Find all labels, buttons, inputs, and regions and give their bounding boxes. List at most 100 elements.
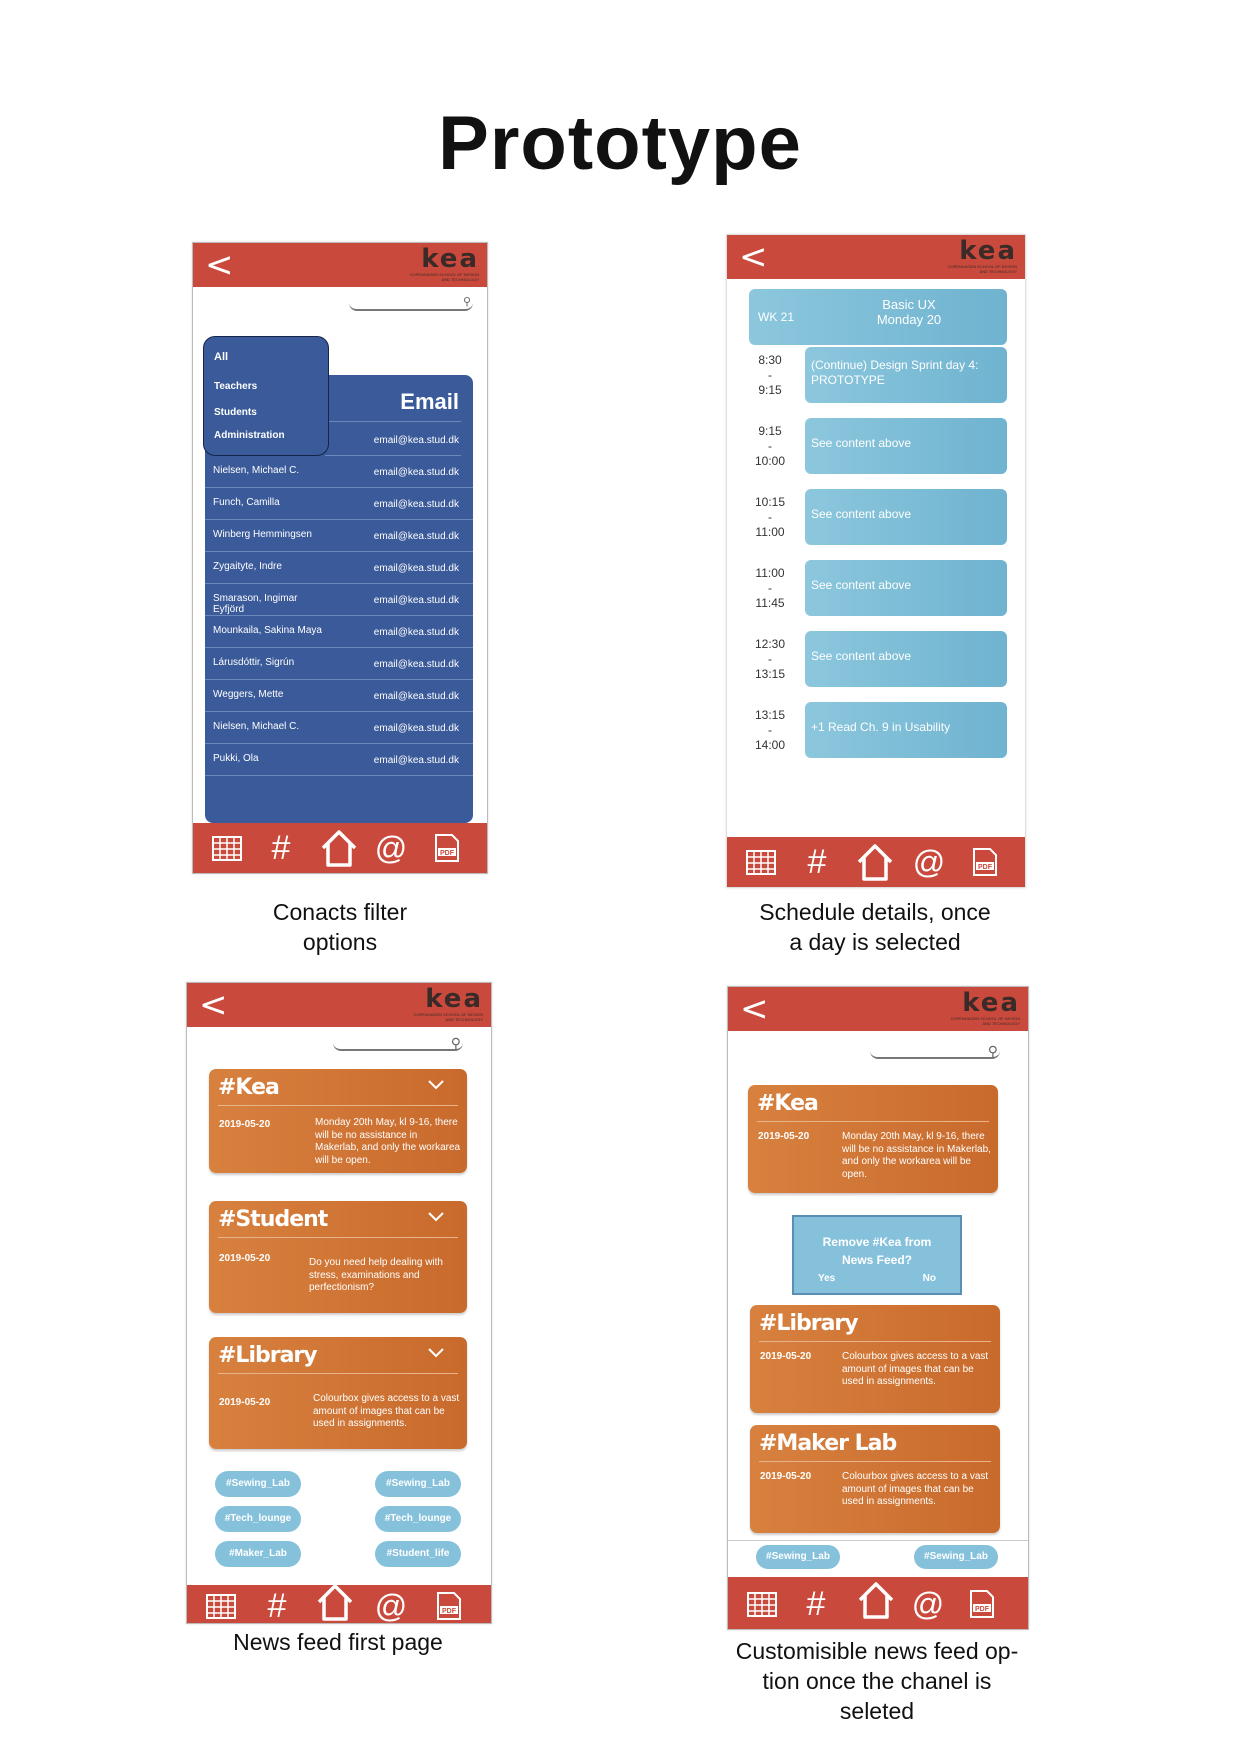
contact-row[interactable]: Winberg Hemmingsen email@kea.stud.dk [205,519,473,552]
contact-email[interactable]: email@kea.stud.dk [373,467,459,478]
news-card[interactable]: #Student 2019-05-20 Do you need help deali… [209,1201,467,1313]
schedule-slot[interactable]: (Continue) Design Sprint day 4: PROTOTYP… [805,347,1007,403]
contact-row[interactable]: Smarason, Ingimar Eyfjörd email@kea.stud.… [205,583,473,616]
svg-text:PDF: PDF [975,1606,990,1613]
news-card[interactable]: #Kea 2019-05-20 Monday 20th May, kl 9-16, … [209,1069,467,1173]
day-label: Monday 20 [876,312,942,327]
contact-email[interactable]: email@kea.stud.dk [373,723,459,734]
contact-row[interactable]: Nielsen, Michael C. email@kea.stud.dk [205,711,473,744]
contact-name: Zygaityte, Indre [213,561,282,572]
search-input[interactable]: ⚲ [333,1035,463,1051]
hashtag-chip[interactable]: #Sewing_Lab [215,1471,301,1497]
svg-text:PDF: PDF [978,864,993,871]
hashtag-chip[interactable]: #Student_life [375,1541,461,1567]
news-card[interactable]: #Maker Lab 2019-05-20 Colourbox gives acce… [750,1425,1000,1533]
filter-all[interactable]: All [214,351,229,363]
slot-start: 9:15 [758,424,782,438]
contact-row[interactable]: Weggers, Mette email@kea.stud.dk [205,679,473,712]
contact-row[interactable]: Lárusdóttir, Sigrún email@kea.stud.dk [205,647,473,680]
page-title: Prototype [438,101,802,186]
dialog-no-button[interactable]: No [922,1273,936,1284]
home-icon[interactable] [317,829,361,867]
back-icon[interactable]: < [205,245,234,285]
caption-custom-feed: Customisible news feed op-tion once the … [735,1638,1019,1724]
home-icon[interactable] [853,843,897,881]
dialog-yes-button[interactable]: Yes [818,1273,836,1284]
schedule-slot[interactable]: +1 Read Ch. 9 in Usability [805,702,1007,758]
contact-email[interactable]: email@kea.stud.dk [373,627,459,638]
schedule-slot[interactable]: See content above [805,560,1007,616]
contact-row[interactable]: Funch, Camilla email@kea.stud.dk [205,487,473,520]
filter-students[interactable]: Students [214,407,257,418]
hashtag-chip[interactable]: #Sewing_Lab [756,1545,840,1569]
filter-administration[interactable]: Administration [214,430,285,441]
top-bar: < kea Copenhagen School of Design and Te… [728,987,1028,1031]
back-icon[interactable]: < [199,985,228,1025]
search-input[interactable]: ⚲ [349,295,473,311]
search-input[interactable]: ⚲ [870,1043,1000,1059]
news-card[interactable]: #Library 2019-05-20 Colourbox gives access… [209,1337,467,1449]
pdf-icon[interactable]: PDF [431,1587,467,1623]
hashtag-chip[interactable]: #Sewing_Lab [914,1545,998,1569]
chevron-down-icon[interactable] [427,1343,445,1364]
hashtag-chip[interactable]: #Tech_lounge [215,1506,301,1532]
calendar-icon[interactable] [209,829,245,867]
filter-teachers[interactable]: Teachers [214,381,258,392]
schedule-slot[interactable]: See content above [805,631,1007,687]
course-label: Basic UX [882,297,936,312]
contact-name: Lárusdóttir, Sigrún [213,657,295,668]
hashtag-icon[interactable]: # [271,828,291,867]
news-card[interactable]: #Kea 2019-05-20 Monday 20th May, kl 9-16, … [748,1085,998,1193]
hashtag-chip[interactable]: #Sewing_Lab [375,1471,461,1497]
hashtag-icon[interactable]: # [807,842,827,881]
divider [759,1461,991,1462]
contact-email[interactable]: email@kea.stud.dk [373,563,459,574]
at-icon[interactable]: @ [911,1585,945,1622]
news-channel-title: #Kea [757,1091,819,1116]
slot-dash: - [768,368,772,382]
contact-email[interactable]: email@kea.stud.dk [373,691,459,702]
contact-row[interactable]: Nielsen, Michael C. email@kea.stud.dk [205,455,473,488]
contact-email[interactable]: email@kea.stud.dk [373,595,459,606]
slot-end: 11:00 [755,525,785,539]
chevron-down-icon[interactable] [427,1075,445,1096]
home-icon[interactable] [313,1583,357,1621]
news-card[interactable]: #Library 2019-05-20 Colourbox gives access… [750,1305,1000,1413]
slot-time: 11:00-11:45 [745,566,795,611]
schedule-slot[interactable]: See content above [805,489,1007,545]
home-icon[interactable] [854,1581,898,1619]
hashtag-chip[interactable]: #Tech_lounge [375,1506,461,1532]
contact-row[interactable]: Pukki, Ola email@kea.stud.dk [205,743,473,776]
calendar-icon[interactable] [744,1585,780,1623]
pdf-icon[interactable]: PDF [964,1585,1000,1623]
dialog-question-line2: News Feed? [841,1253,913,1267]
calendar-icon[interactable] [743,843,779,881]
at-icon[interactable]: @ [374,829,408,866]
pdf-icon[interactable]: PDF [429,829,465,867]
back-icon[interactable]: < [740,989,769,1029]
calendar-icon[interactable] [203,1587,239,1623]
slot-end: 9:15 [758,383,782,397]
contact-name: Weggers, Mette [213,689,284,700]
hashtag-chip[interactable]: #Maker_Lab [215,1541,301,1567]
at-icon[interactable]: @ [912,843,946,880]
contact-row[interactable]: Zygaityte, Indre email@kea.stud.dk [205,551,473,584]
kea-logo: kea Copenhagen School of Design and Tech… [409,244,479,282]
at-icon[interactable]: @ [374,1587,408,1624]
schedule-day-header[interactable]: WK 21 Basic UX Monday 20 [749,289,1007,345]
contact-email[interactable]: email@kea.stud.dk [373,755,459,766]
contact-email[interactable]: email@kea.stud.dk [373,659,459,670]
contact-email[interactable]: email@kea.stud.dk [373,499,459,510]
back-icon[interactable]: < [739,237,768,277]
contact-row[interactable]: Mounkaila, Sakina Maya email@kea.stud.dk [205,615,473,648]
slot-end: 11:45 [755,596,785,610]
news-body: Colourbox gives access to a vast amount … [313,1393,460,1429]
hashtag-icon[interactable]: # [267,1586,287,1624]
pdf-icon[interactable]: PDF [967,843,1003,881]
filter-dropdown[interactable]: All Teachers Students Administration [203,336,329,456]
chevron-down-icon[interactable] [427,1207,445,1228]
contact-email[interactable]: email@kea.stud.dk [373,531,459,542]
slot-start: 11:00 [755,566,785,580]
schedule-slot[interactable]: See content above [805,418,1007,474]
hashtag-icon[interactable]: # [806,1584,826,1623]
